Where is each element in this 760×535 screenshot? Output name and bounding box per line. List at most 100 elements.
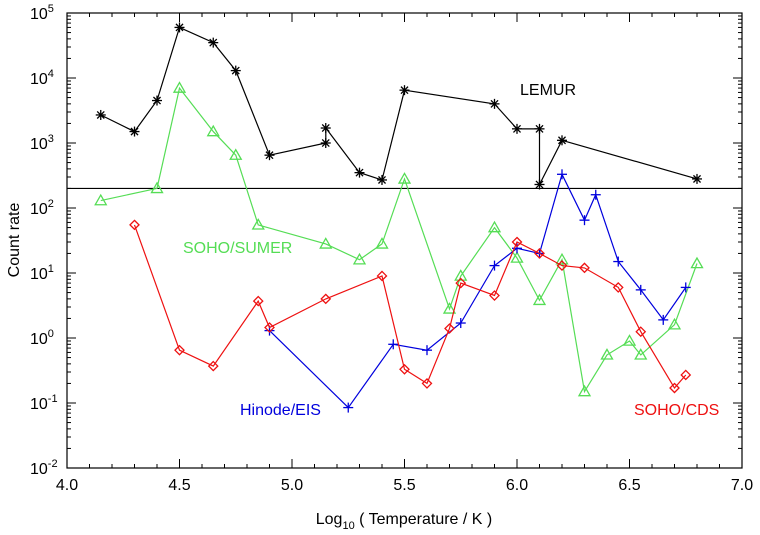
y-tick-label: 10-2 [30,458,58,478]
data-point-soho-sumer [622,334,637,346]
data-point-soho-cds [399,363,410,375]
data-point-hinode-eis [422,345,432,356]
data-point-hinode-eis [455,318,466,329]
data-point-soho-sumer [510,251,524,263]
x-tick-label: 5.0 [281,477,303,494]
data-point-soho-cds [511,236,523,248]
data-point-lemur [174,22,185,33]
series-line-hinode-eis [269,172,687,409]
y-tick-label: 105 [30,3,54,23]
data-point-hinode-eis [635,284,646,295]
data-point-soho-sumer [229,148,243,160]
data-point-soho-sumer [442,302,457,314]
plot-frame [66,12,743,469]
data-point-lemur [95,109,106,120]
data-point-lemur [534,123,545,134]
y-tick-label: 101 [30,263,54,283]
data-point-soho-cds [174,344,185,356]
y-tick-base: 10 [30,266,48,283]
data-point-soho-sumer [375,237,389,249]
y-tick-exponent: 2 [48,198,54,210]
data-point-lemur [354,167,365,178]
data-point-lemur [557,135,567,146]
x-tick-label: 6.0 [506,477,528,494]
data-point-soho-sumer [397,172,412,184]
x-tick-label: 4.5 [168,477,190,494]
data-point-lemur [129,126,140,137]
data-point-lemur [264,150,275,161]
data-point-soho-sumer [634,348,648,360]
data-point-hinode-eis [343,402,354,413]
data-point-soho-cds [376,270,388,282]
data-point-soho-sumer [577,384,592,397]
y-tick-base: 10 [30,136,48,153]
data-point-lemur [692,173,702,184]
y-tick-base: 10 [30,461,48,478]
y-tick-label: 10-1 [30,393,58,413]
ticks [66,12,743,469]
x-tick-label: 5.5 [393,477,415,494]
y-axis-title: Count rate [6,203,23,278]
data-point-soho-sumer [690,256,704,269]
data-point-soho-cds [534,248,545,259]
data-point-soho-sumer [94,193,108,206]
data-point-soho-cds [669,382,680,394]
y-tick-exponent: 1 [48,263,54,275]
data-point-soho-sumer [206,124,220,137]
data-point-lemur [534,179,545,190]
y-tick-base: 10 [30,201,48,218]
data-point-soho-sumer [667,317,682,330]
series-label-soho-sumer: SOHO/SUMER [183,240,292,257]
series-soho-sumer [94,81,704,397]
data-point-hinode-eis [388,339,399,350]
data-point-soho-sumer [172,81,187,93]
y-tick-exponent: 4 [48,68,54,80]
data-point-lemur [399,85,410,96]
data-point-soho-cds [421,378,433,389]
data-point-soho-cds [252,295,264,307]
y-tick-base: 10 [30,331,48,348]
tick-labels: 4.0 4.5 5.0 5.5 6.0 6.5 7.010-210-110010110210… [30,3,753,494]
data-point-soho-sumer [487,220,502,233]
x-tick-label: 6.5 [618,477,640,494]
data-point-soho-cds [489,290,500,301]
y-tick-base: 10 [30,396,48,413]
series-line-soho-cds [133,224,687,390]
data-point-soho-cds [635,326,647,338]
data-point-hinode-eis [512,243,522,254]
data-point-soho-cds [264,322,275,333]
series-label-hinode-eis: Hinode/EIS [240,402,321,419]
y-tick-exponent: -1 [48,393,58,405]
series-line-lemur [100,26,698,185]
data-point-soho-sumer [352,252,367,265]
x-tick-label: 7.0 [731,477,753,494]
data-point-lemur [377,174,387,185]
series-lemur [95,22,702,190]
y-tick-exponent: 0 [48,328,54,340]
data-point-hinode-eis [590,189,601,200]
y-tick-label: 102 [30,198,54,218]
x-axis-title: Log10 ( Temperature / K ) [316,511,492,532]
data-point-lemur [489,98,500,109]
y-tick-base: 10 [30,6,48,23]
series-hinode-eis [264,169,691,413]
data-point-soho-sumer [319,237,333,249]
data-point-lemur [320,123,331,134]
plot-area [66,12,743,469]
series-label-lemur: LEMUR [520,82,576,99]
y-tick-exponent: 5 [48,3,54,15]
data-point-soho-cds [556,260,568,272]
series-soho-cds [129,219,692,394]
data-point-hinode-eis [613,256,624,267]
data-point-soho-cds [455,277,467,289]
data-point-hinode-eis [557,169,567,180]
data-point-soho-cds [444,323,455,334]
y-tick-label: 104 [30,68,54,88]
series-line-soho-sumer [100,86,698,394]
data-point-lemur [152,95,162,106]
y-tick-exponent: 3 [48,133,54,145]
data-point-soho-cds [129,219,140,231]
data-point-soho-sumer [555,252,569,265]
data-point-soho-cds [320,293,332,305]
